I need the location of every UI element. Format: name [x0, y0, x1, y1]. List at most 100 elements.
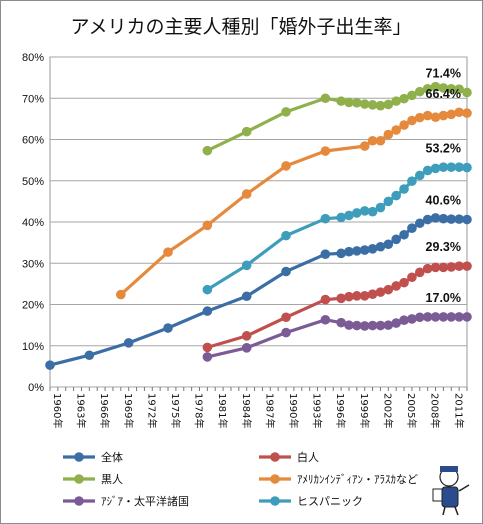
- data-point: [407, 176, 417, 186]
- x-tick-label: 2002年: [381, 393, 394, 428]
- data-point: [391, 190, 401, 201]
- x-tick-label: 1960年: [51, 393, 64, 428]
- data-point: [375, 202, 386, 213]
- legend-label: ｱﾒﾘｶﾝｲﾝﾃﾞｨｱﾝ・ｱﾗｽｶなど: [297, 473, 418, 486]
- data-point: [344, 210, 354, 221]
- data-point: [202, 352, 213, 362]
- end-value-label: 66.4%: [426, 87, 461, 101]
- x-tick-label: 1984年: [240, 393, 253, 428]
- data-point: [438, 262, 449, 273]
- y-tick-label: 40%: [22, 217, 44, 229]
- data-point: [352, 320, 362, 331]
- data-point: [84, 350, 95, 361]
- series-group: [45, 81, 472, 370]
- data-point: [446, 214, 457, 224]
- data-point: [407, 314, 417, 324]
- data-point: [454, 312, 464, 322]
- data-point: [446, 312, 457, 322]
- data-point: [414, 218, 425, 229]
- data-point: [281, 161, 291, 171]
- data-point: [407, 272, 417, 283]
- data-point: [241, 126, 252, 137]
- data-point: [320, 93, 331, 104]
- y-tick-label: 50%: [22, 176, 44, 188]
- data-point: [320, 294, 331, 305]
- data-point: [359, 99, 370, 109]
- legend-item: 黒人: [63, 473, 123, 486]
- data-point: [320, 249, 331, 259]
- legend-label: ヒスパニック: [297, 495, 363, 508]
- series-3: [116, 107, 472, 300]
- legend-item: 白人: [259, 450, 319, 464]
- data-point: [375, 320, 386, 331]
- data-point: [383, 99, 394, 110]
- data-point: [359, 141, 370, 151]
- x-tick-label: 1963年: [75, 393, 88, 428]
- end-value-label: 17.0%: [426, 291, 461, 305]
- data-point: [454, 162, 464, 172]
- chart-title: アメリカの主要人種別「婚外子出生率」: [70, 16, 411, 38]
- x-axis-ticks: 1960年 1963年 1966年 1969年 1972年 1975年 1978年 1981年…: [49, 387, 468, 428]
- legend-label: ｱｼﾞｱ・太平洋諸国: [101, 494, 189, 508]
- data-point: [407, 223, 417, 233]
- y-axis-ticks: 0% 10% 20% 30% 40% 50% 60% 70% 80%: [22, 52, 44, 394]
- data-point: [202, 342, 213, 353]
- data-point: [414, 267, 425, 278]
- data-point: [375, 287, 386, 297]
- legend-swatch-marker: [270, 496, 280, 506]
- x-tick-label: 1981年: [216, 393, 229, 428]
- data-point: [367, 289, 378, 299]
- data-point: [375, 241, 386, 252]
- y-tick-label: 0%: [28, 382, 44, 394]
- data-point: [438, 213, 449, 224]
- data-point: [438, 110, 449, 121]
- data-point: [414, 170, 425, 181]
- legend-label: 全体: [101, 450, 123, 464]
- data-point: [383, 320, 394, 330]
- data-point: [391, 125, 401, 135]
- data-point: [454, 261, 464, 271]
- mascot-illustration: [432, 466, 470, 516]
- y-tick-label: 60%: [22, 135, 44, 147]
- data-point: [202, 284, 213, 295]
- x-tick-label: 1993年: [311, 393, 324, 428]
- data-point: [202, 306, 213, 316]
- end-value-label: 53.2%: [426, 142, 461, 156]
- data-point: [336, 317, 346, 328]
- data-point: [422, 165, 433, 176]
- data-point: [352, 97, 362, 108]
- data-point: [344, 246, 354, 257]
- data-point: [367, 135, 378, 146]
- x-tick-label: 1996年: [334, 393, 347, 428]
- data-point: [454, 214, 464, 224]
- data-point: [241, 343, 252, 353]
- x-tick-label: 1990年: [287, 393, 300, 428]
- x-tick-label: 1966年: [98, 393, 111, 428]
- series-2: [202, 81, 472, 156]
- data-point: [399, 120, 409, 130]
- data-point: [430, 163, 441, 174]
- y-tick-label: 30%: [22, 258, 44, 270]
- data-point: [45, 360, 55, 370]
- data-point: [446, 109, 457, 120]
- x-tick-label: 2008年: [429, 393, 442, 428]
- gridlines: [49, 56, 468, 388]
- legend-item: ヒスパニック: [259, 495, 363, 508]
- legend-label: 白人: [297, 450, 319, 464]
- data-point: [422, 312, 433, 322]
- data-point: [462, 87, 472, 98]
- data-point: [344, 97, 354, 108]
- data-point: [407, 115, 417, 126]
- data-point: [281, 266, 291, 277]
- y-tick-label: 70%: [22, 93, 44, 105]
- legend-item: ｱﾒﾘｶﾝｲﾝﾃﾞｨｱﾝ・ｱﾗｽｶなど: [259, 473, 418, 486]
- data-point: [359, 206, 370, 216]
- data-point: [399, 315, 409, 325]
- y-tick-label: 80%: [22, 52, 44, 64]
- data-point: [359, 245, 370, 255]
- data-point: [359, 291, 370, 301]
- end-labels: 71.4% 66.4% 53.2% 40.6% 29.3% 17.0%: [426, 66, 461, 304]
- data-point: [422, 263, 433, 274]
- data-point: [281, 107, 291, 117]
